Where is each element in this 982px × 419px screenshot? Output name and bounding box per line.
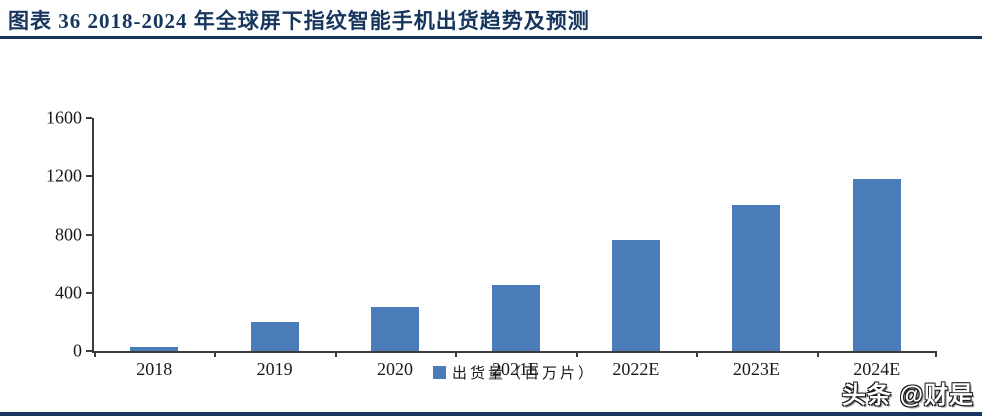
- x-tick-label: 2022E: [612, 359, 660, 379]
- y-tick-mark: [86, 291, 92, 294]
- bar: [611, 240, 660, 351]
- shipments-bar-chart: 0 400 800 1200 1600 2018 2019 2020 2021E 2022E 202…: [0, 44, 982, 384]
- y-tick-label: 400: [55, 282, 82, 303]
- x-tick-mark: [696, 351, 699, 357]
- x-tick-label: 2023E: [732, 359, 780, 379]
- title-divider: [0, 36, 982, 39]
- bar: [491, 285, 540, 351]
- y-tick-label: 1200: [46, 165, 82, 186]
- y-tick-label: 0: [73, 340, 82, 361]
- bar: [130, 347, 179, 351]
- figure-title: 图表 36 2018-2024 年全球屏下指纹智能手机出货趋势及预测: [8, 9, 590, 33]
- x-tick-label: 2020: [377, 359, 414, 379]
- watermark: 头条 @财是: [841, 382, 974, 409]
- bar: [732, 205, 781, 351]
- x-tick-mark: [816, 351, 819, 357]
- x-tick-mark: [214, 351, 217, 357]
- x-tick-label: 2024E: [853, 359, 901, 379]
- x-tick-mark: [334, 351, 337, 357]
- x-tick-label: 2021E: [491, 359, 539, 379]
- y-tick-mark: [86, 175, 92, 178]
- chart-legend: 出货量（百万片）: [92, 362, 937, 383]
- bar: [250, 321, 299, 351]
- x-tick-label: 2018: [136, 359, 173, 379]
- bottom-divider: [0, 412, 982, 416]
- y-tick-label: 800: [55, 224, 82, 244]
- bar: [371, 307, 420, 351]
- y-tick-mark: [86, 233, 92, 236]
- plot-area: 0 400 800 1200 1600 2018 2019 2020 2021E 2022E 202…: [46, 108, 937, 379]
- x-tick-label: 2019: [256, 359, 293, 379]
- bar: [852, 179, 901, 351]
- y-tick-mark: [86, 350, 92, 352]
- x-tick-mark: [935, 351, 937, 357]
- x-tick-mark: [94, 351, 96, 357]
- y-tick-label: 1600: [46, 107, 82, 128]
- legend-label: 出货量（百万片）: [451, 366, 596, 382]
- x-tick-mark: [575, 351, 578, 357]
- x-tick-mark: [455, 351, 458, 357]
- y-tick-mark: [86, 117, 92, 119]
- legend-marker-square: [432, 366, 446, 379]
